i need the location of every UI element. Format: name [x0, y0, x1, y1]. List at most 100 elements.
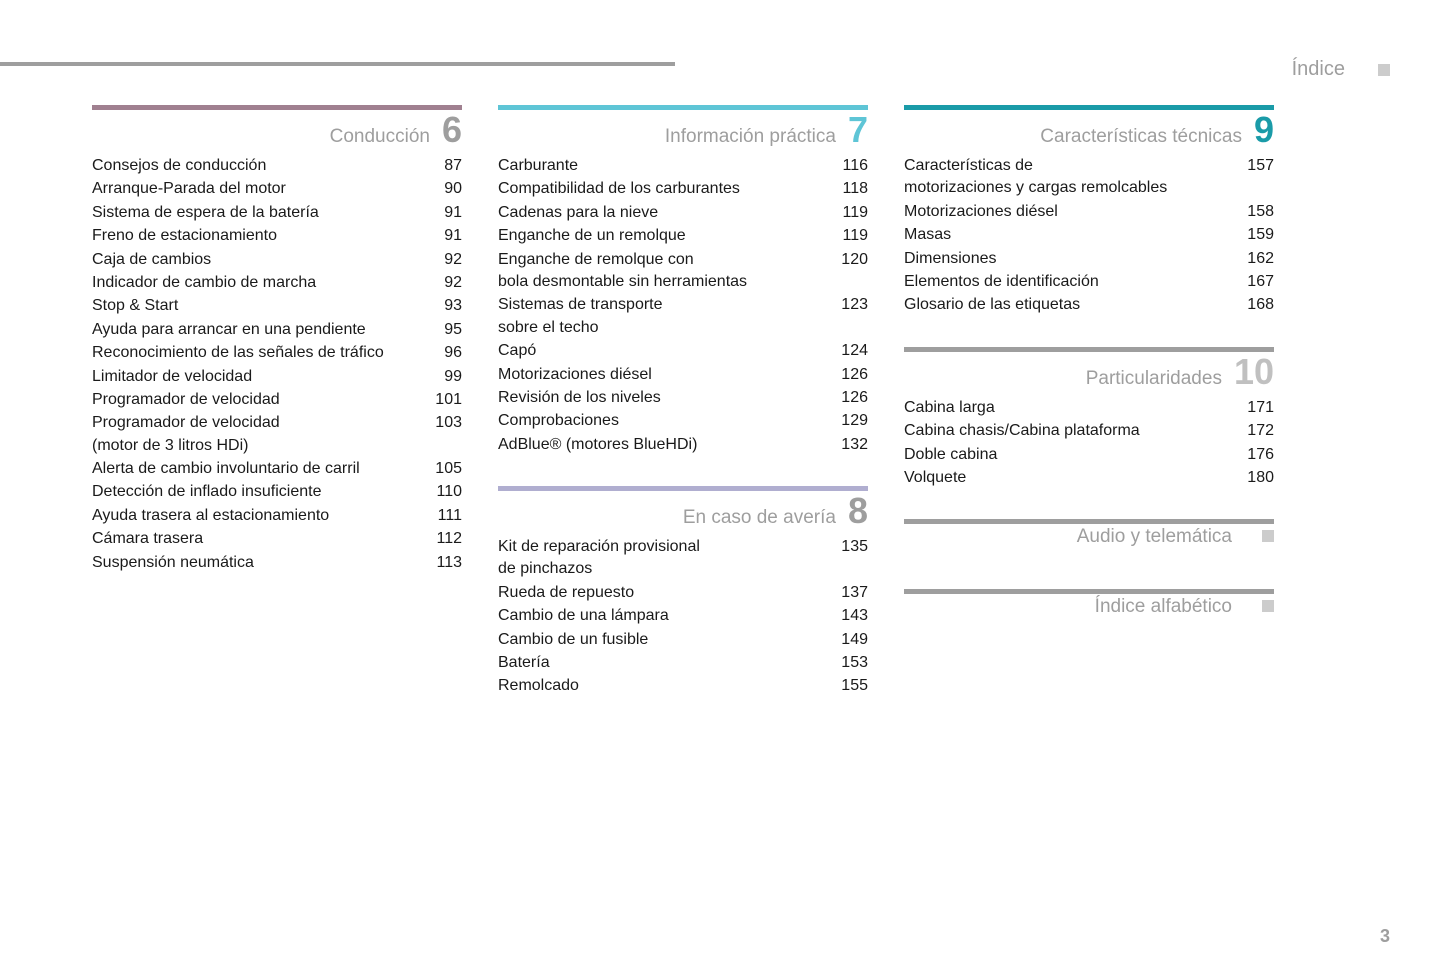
page-header-label: Índice [1292, 58, 1345, 81]
section-title: Información práctica [665, 126, 836, 148]
section-title: Conducción [330, 126, 430, 148]
toc-item-label: Glosario de las etiquetas [904, 294, 1234, 316]
toc-item[interactable]: Freno de estacionamiento91 [92, 225, 462, 247]
toc-section: Particularidades 10 Cabina larga171Cabina … [904, 347, 1274, 490]
toc-item[interactable]: Cambio de una lámpara143 [498, 605, 868, 627]
toc-item-page: 96 [422, 342, 462, 364]
toc-list: Kit de reparación provisionalde pinchazo… [498, 536, 868, 698]
toc-item-label: Indicador de cambio de marcha [92, 272, 422, 294]
toc-item[interactable]: Alerta de cambio involuntario de carril1… [92, 458, 462, 480]
toc-columns: Conducción6Consejos de conducción87Arran… [92, 105, 1274, 728]
toc-item[interactable]: Consejos de conducción87 [92, 155, 462, 177]
toc-item-page: 110 [422, 481, 462, 503]
header-square-icon [1378, 64, 1390, 76]
toc-item-label: Rueda de repuesto [498, 582, 828, 604]
section-title-row: Características técnicas9 [904, 112, 1274, 148]
toc-item-page: 126 [828, 364, 868, 386]
toc-list: Características demotorizaciones y carga… [904, 155, 1274, 317]
toc-item-label: Capó [498, 340, 828, 362]
toc-item-label: Caja de cambios [92, 249, 422, 271]
toc-item-page: 167 [1234, 271, 1274, 293]
toc-item[interactable]: Batería153 [498, 652, 868, 674]
toc-section: En caso de avería8Kit de reparación prov… [498, 486, 868, 698]
toc-column: Conducción6Consejos de conducción87Arran… [92, 105, 462, 728]
toc-item-label: Volquete [904, 467, 1234, 489]
toc-item[interactable]: Dimensiones162 [904, 248, 1274, 270]
toc-item[interactable]: Rueda de repuesto137 [498, 582, 868, 604]
toc-item-page: 116 [828, 155, 868, 177]
toc-item-page: 172 [1234, 420, 1274, 442]
toc-item[interactable]: Limitador de velocidad99 [92, 366, 462, 388]
toc-item-label: Consejos de conducción [92, 155, 422, 177]
toc-item[interactable]: Comprobaciones129 [498, 410, 868, 432]
toc-item[interactable]: Indicador de cambio de marcha92 [92, 272, 462, 294]
toc-list: Consejos de conducción87Arranque-Parada … [92, 155, 462, 574]
toc-item[interactable]: Ayuda para arrancar en una pendiente95 [92, 319, 462, 341]
toc-item-page: 95 [422, 319, 462, 341]
toc-item-page: 158 [1234, 201, 1274, 223]
toc-item[interactable]: Cambio de un fusible149 [498, 629, 868, 651]
toc-item[interactable]: Stop & Start93 [92, 295, 462, 317]
toc-item-label: Comprobaciones [498, 410, 828, 432]
toc-item[interactable]: Reconocimiento de las señales de tráfico… [92, 342, 462, 364]
toc-item[interactable]: Enganche de un remolque119 [498, 225, 868, 247]
toc-item[interactable]: Detección de inflado insuficiente110 [92, 481, 462, 503]
toc-item[interactable]: Carburante116 [498, 155, 868, 177]
toc-item-page: 129 [828, 410, 868, 432]
toc-item[interactable]: Suspensión neumática113 [92, 552, 462, 574]
toc-item-label: Sistema de espera de la batería [92, 202, 422, 224]
section-header: Índice alfabético [904, 589, 1274, 629]
toc-item-page: 118 [828, 178, 868, 200]
toc-item-page: 90 [422, 178, 462, 200]
toc-item-label: Alerta de cambio involuntario de carril [92, 458, 422, 480]
toc-item[interactable]: Revisión de los niveles126 [498, 387, 868, 409]
toc-item-label: Freno de estacionamiento [92, 225, 422, 247]
toc-item[interactable]: Sistemas de transportesobre el techo123 [498, 294, 868, 339]
toc-item[interactable]: Elementos de identificación167 [904, 271, 1274, 293]
toc-item[interactable]: Glosario de las etiquetas168 [904, 294, 1274, 316]
toc-item[interactable]: Arranque-Parada del motor90 [92, 178, 462, 200]
toc-item-page: 103 [422, 412, 462, 434]
toc-item[interactable]: Doble cabina176 [904, 444, 1274, 466]
toc-item[interactable]: Características demotorizaciones y carga… [904, 155, 1274, 200]
section-rule [498, 105, 868, 110]
toc-item[interactable]: Enganche de remolque conbola desmontable… [498, 249, 868, 294]
toc-item[interactable]: AdBlue® (motores BlueHDi)132 [498, 434, 868, 456]
toc-item-label: Dimensiones [904, 248, 1234, 270]
toc-item[interactable]: Programador de velocidad(motor de 3 litr… [92, 412, 462, 457]
toc-item[interactable]: Cadenas para la nieve119 [498, 202, 868, 224]
section-title: Particularidades [1086, 368, 1222, 390]
toc-item-label: Kit de reparación provisionalde pinchazo… [498, 536, 828, 581]
toc-item[interactable]: Caja de cambios92 [92, 249, 462, 271]
toc-item-page: 113 [422, 552, 462, 574]
toc-item[interactable]: Volquete180 [904, 467, 1274, 489]
toc-item[interactable]: Programador de velocidad101 [92, 389, 462, 411]
toc-item-label: Compatibilidad de los carburantes [498, 178, 828, 200]
toc-item[interactable]: Cabina larga171 [904, 397, 1274, 419]
toc-item-label: AdBlue® (motores BlueHDi) [498, 434, 828, 456]
toc-item-page: 91 [422, 202, 462, 224]
toc-item-label: Limitador de velocidad [92, 366, 422, 388]
toc-item-page: 119 [828, 202, 868, 224]
toc-item[interactable]: Motorizaciones diésel126 [498, 364, 868, 386]
section-title: Características técnicas [1040, 126, 1242, 148]
toc-item[interactable]: Sistema de espera de la batería91 [92, 202, 462, 224]
toc-item[interactable]: Motorizaciones diésel158 [904, 201, 1274, 223]
toc-item-label: Stop & Start [92, 295, 422, 317]
toc-item[interactable]: Cabina chasis/Cabina plataforma172 [904, 420, 1274, 442]
section-number: 10 [1234, 354, 1274, 390]
toc-item[interactable]: Ayuda trasera al estacionamiento111 [92, 505, 462, 527]
toc-item[interactable]: Compatibilidad de los carburantes118 [498, 178, 868, 200]
toc-item[interactable]: Cámara trasera112 [92, 528, 462, 550]
toc-item[interactable]: Kit de reparación provisionalde pinchazo… [498, 536, 868, 581]
toc-item-page: 112 [422, 528, 462, 550]
toc-section: Características técnicas9Características… [904, 105, 1274, 317]
toc-item[interactable]: Masas159 [904, 224, 1274, 246]
toc-item[interactable]: Remolcado155 [498, 675, 868, 697]
toc-item[interactable]: Capó124 [498, 340, 868, 362]
toc-section: Información práctica7Carburante116Compat… [498, 105, 868, 456]
toc-item-label: Arranque-Parada del motor [92, 178, 422, 200]
section-rule [904, 589, 1274, 594]
toc-item-page: 168 [1234, 294, 1274, 316]
toc-item-page: 137 [828, 582, 868, 604]
